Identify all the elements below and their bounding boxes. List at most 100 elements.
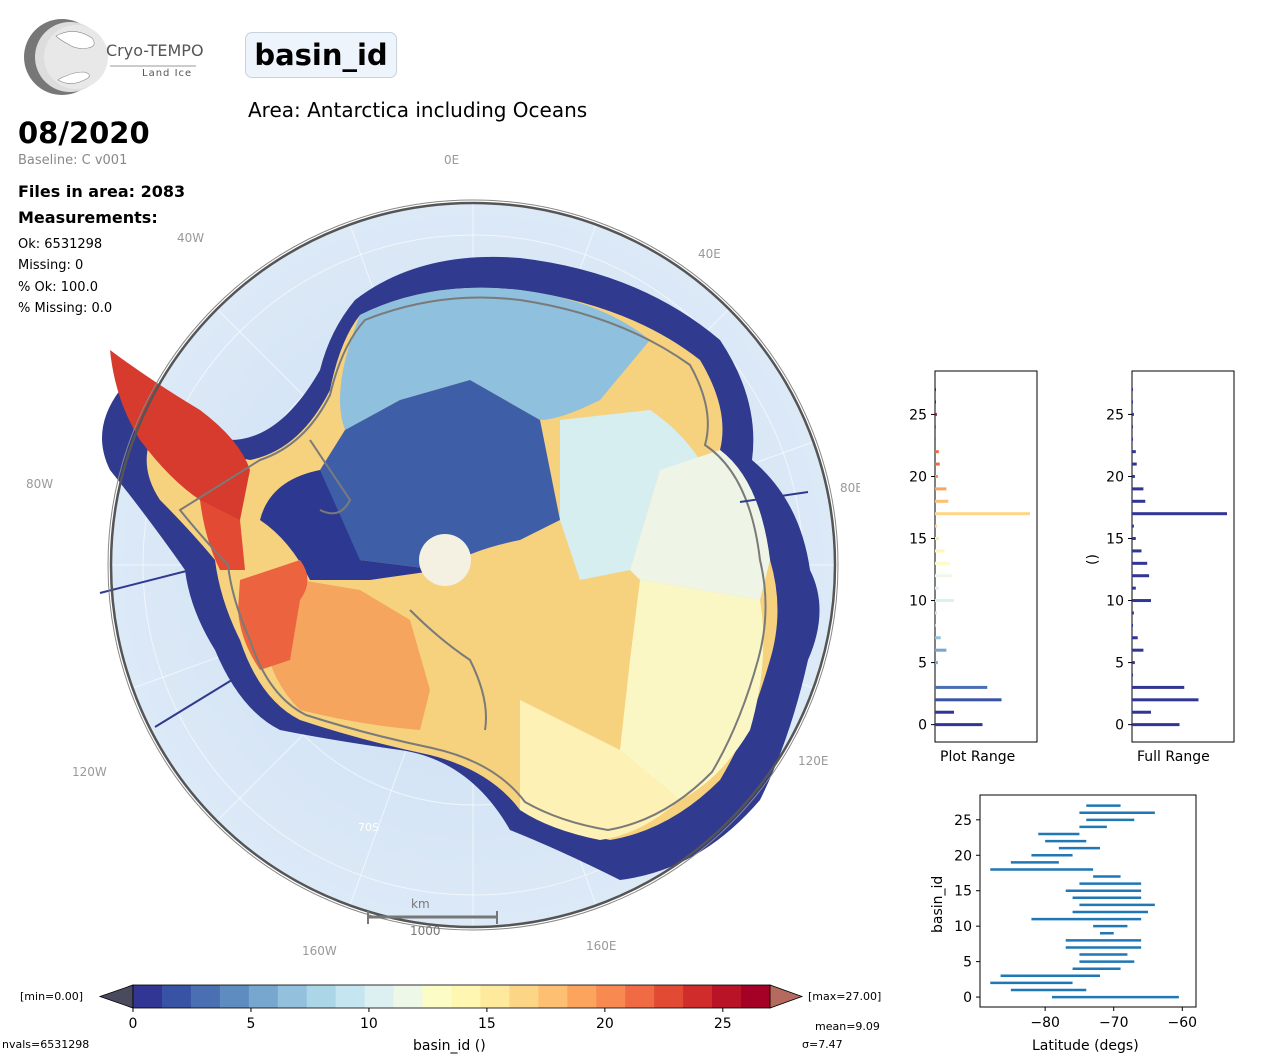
colorbar-cell: [567, 985, 597, 1008]
files-in-area: Files in area: 2083: [18, 182, 186, 201]
baseline-label: Baseline: C v001: [18, 153, 128, 168]
scalebar-unit: km: [411, 897, 430, 911]
colorbar-cell: [190, 985, 221, 1008]
basin-region: [265, 580, 430, 730]
meridian-label: 80E: [840, 481, 860, 495]
y-tick-label: 0: [918, 718, 927, 734]
histogram-bar: [1132, 549, 1142, 553]
histogram-bar: [1132, 599, 1151, 603]
x-tick-label: −60: [1168, 1015, 1198, 1031]
colorbar-tick-label: 5: [247, 1016, 256, 1032]
histogram-bar: [1132, 425, 1133, 429]
histogram-bar: [1132, 512, 1227, 516]
meridian-label: 0E: [444, 153, 459, 167]
colorbar-cell: [161, 985, 192, 1008]
histogram-bar: [935, 400, 936, 404]
antarctica-map: 0E 40E 80E 120E 160E 160W 120W 80W 40W 7…: [26, 153, 860, 958]
histogram-bar: [935, 723, 983, 727]
y-tick-label: 15: [1106, 532, 1124, 548]
x-tick-label: −70: [1099, 1015, 1129, 1031]
ok-count: Ok: 6531298: [18, 237, 103, 252]
histogram-bar: [1132, 723, 1180, 727]
histogram-bar: [935, 487, 947, 491]
histogram-bar: [1132, 499, 1146, 503]
basin-region: [110, 350, 250, 520]
date-label: 08/2020: [18, 116, 150, 150]
latitude-label: 70S: [358, 821, 379, 834]
x-axis-label: Latitude (degs): [1032, 1038, 1139, 1054]
histogram-bar: [935, 524, 937, 528]
satellite-track: [99, 564, 211, 594]
y-tick-label: 25: [909, 407, 927, 423]
histogram-bar: [935, 437, 936, 441]
histogram-bar: [935, 623, 936, 627]
histogram-bar: [1132, 487, 1144, 491]
histogram-bar: [935, 388, 936, 392]
y-tick-label: 10: [909, 594, 927, 610]
histogram-bar: [1132, 698, 1199, 702]
logo-name: Cryo-TEMPO: [106, 41, 204, 60]
meridian-label: 40E: [698, 247, 721, 261]
colorbar-cell: [683, 985, 713, 1008]
basin-region: [200, 500, 245, 570]
meridian-label: 160W: [302, 944, 337, 958]
histogram-bar: [935, 586, 939, 590]
histogram-bar: [935, 462, 940, 466]
y-tick-label: 10: [1106, 594, 1124, 610]
colorbar-cell: [422, 985, 452, 1008]
histogram-bar: [935, 574, 953, 578]
y-tick-label: 20: [1106, 469, 1124, 485]
histogram-bar: [935, 425, 936, 429]
histogram-bar: [935, 698, 1002, 702]
histogram-bar: [1132, 574, 1150, 578]
colorbar-label: basin_id (): [413, 1038, 486, 1054]
colorbar-cell: [277, 985, 308, 1008]
y-axis-label: basin_id: [930, 876, 946, 933]
meridian-label: 80W: [26, 477, 53, 491]
histogram-bar: [935, 549, 945, 553]
colorbar-tick-label: 0: [129, 1016, 138, 1032]
x-tick-label: −80: [1030, 1015, 1060, 1031]
colorbar-tick-label: 15: [478, 1016, 496, 1032]
y-tick-label: 0: [1115, 718, 1124, 734]
variable-title: basin_id: [245, 32, 397, 78]
colorbar-cell: [654, 985, 684, 1008]
satellite-track: [154, 674, 241, 728]
basin-region: [320, 380, 560, 570]
colorbar-cell: [451, 985, 481, 1008]
colorbar-frame: [132, 984, 771, 1009]
meridian-label: 120W: [72, 765, 107, 779]
histogram-bar: [1132, 388, 1133, 392]
histogram-bar: [1132, 437, 1133, 441]
colorbar-cell: [596, 985, 626, 1008]
histogram-bar: [1132, 636, 1138, 640]
x-axis-label: Plot Range: [940, 749, 1015, 765]
y-tick-label: 0: [963, 990, 972, 1006]
histogram-bar: [1132, 685, 1185, 689]
histogram-bar: [1132, 623, 1133, 627]
histogram-bar: [1132, 611, 1134, 615]
cryo-tempo-logo: [24, 19, 196, 95]
y-tick-label: 5: [918, 656, 927, 672]
basin-region: [340, 287, 650, 430]
colorbar-cell: [712, 985, 742, 1008]
histogram-bar: [1132, 648, 1144, 652]
histogram-bar: [935, 412, 937, 416]
histogram-bar: [935, 512, 1030, 516]
histogram-bar: [935, 710, 954, 714]
histogram-bar: [1132, 400, 1133, 404]
latitude-range-plot: 0 5 10 15 20 25 −80 −70 −60 Latitude (degs) basi…: [930, 794, 1198, 1054]
mean-label: mean=9.09: [815, 1020, 880, 1033]
colorbar-cell: [306, 985, 337, 1008]
y-tick-label: 5: [1115, 656, 1124, 672]
coastline: [309, 439, 352, 515]
pole-hole: [419, 534, 471, 586]
histogram-bar: [1132, 537, 1136, 541]
meridian-label: 120E: [798, 754, 829, 768]
colorbar-cell: [509, 985, 539, 1008]
colorbar-cell: [133, 985, 163, 1008]
colorbar-under-arrow: [98, 984, 134, 1009]
map-border-outer: [107, 199, 839, 931]
histogram-bar: [935, 636, 941, 640]
colorbar: 0 5 10 15 20 25 [min=0.00] [max=27.00] basin_…: [2, 984, 881, 1054]
